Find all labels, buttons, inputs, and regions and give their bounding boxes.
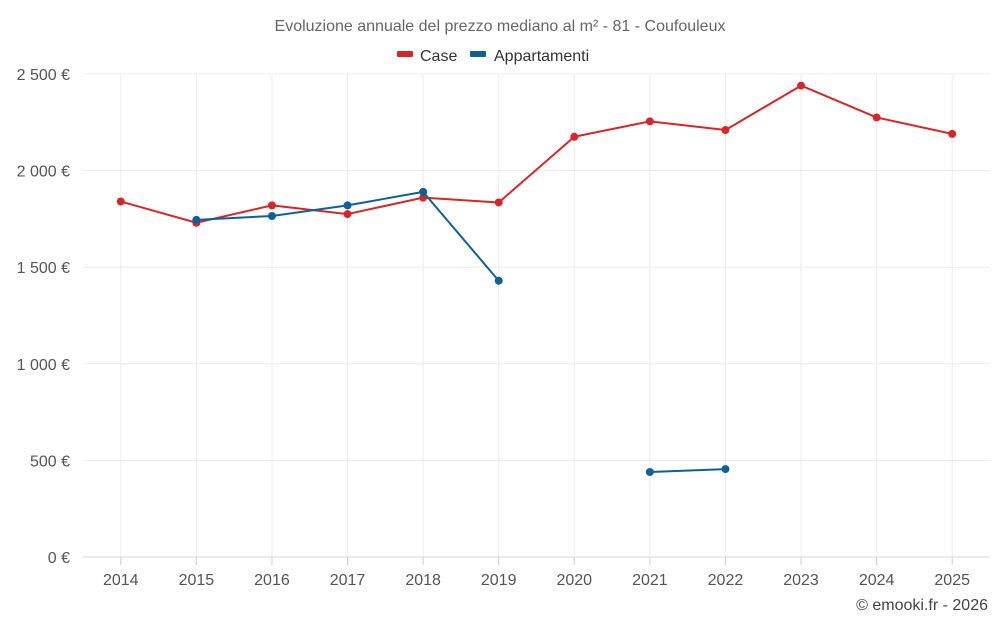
y-tick-label: 1 000 € — [17, 357, 70, 374]
data-point-case-2021[interactable] — [645, 117, 654, 126]
y-tick-label: 500 € — [30, 453, 70, 470]
x-tick-label: 2017 — [330, 572, 366, 589]
data-point-appartamenti-2017[interactable] — [343, 201, 352, 210]
x-tick-label: 2015 — [179, 572, 215, 589]
legend: Case Appartamenti — [397, 48, 589, 65]
x-tick-label: 2023 — [783, 572, 819, 589]
data-point-appartamenti-2022[interactable] — [721, 465, 730, 474]
data-point-case-2020[interactable] — [570, 132, 579, 141]
x-tick-label: 2022 — [708, 572, 744, 589]
legend-swatch-appartamenti — [470, 51, 486, 57]
series-line-appartamenti — [649, 468, 726, 473]
data-point-case-2024[interactable] — [872, 113, 881, 122]
x-tick-label: 2018 — [405, 572, 441, 589]
y-tick-label: 2 500 € — [17, 67, 70, 84]
legend-swatch-case — [397, 51, 413, 57]
y-tick-label: 2 000 € — [17, 164, 70, 181]
data-point-case-2022[interactable] — [721, 126, 730, 135]
x-tick-label: 2024 — [859, 572, 895, 589]
x-tick-label: 2019 — [481, 572, 517, 589]
data-point-appartamenti-2015[interactable] — [192, 215, 201, 224]
x-tick-label: 2016 — [254, 572, 290, 589]
chart-title: Evoluzione annuale del prezzo mediano al… — [275, 18, 726, 35]
legend-item-appartamenti[interactable]: Appartamenti — [470, 48, 589, 65]
data-point-case-2025[interactable] — [948, 129, 957, 138]
series-line-case — [120, 84, 953, 224]
x-tick-label: 2021 — [632, 572, 668, 589]
legend-item-case[interactable]: Case — [397, 48, 457, 65]
legend-label-case: Case — [420, 48, 457, 65]
y-axis: 0 € 500 € 1 000 € 1 500 € 2 000 € 2 500 € — [17, 67, 70, 567]
chart-credit: © emooki.fr - 2026 — [856, 597, 988, 614]
data-point-case-2017[interactable] — [343, 210, 352, 219]
y-tick-label: 0 € — [48, 550, 70, 567]
data-point-case-2023[interactable] — [797, 81, 806, 90]
data-point-case-2014[interactable] — [116, 197, 125, 206]
x-tick-label: 2014 — [103, 572, 139, 589]
y-tick-label: 1 500 € — [17, 260, 70, 277]
data-point-case-2016[interactable] — [267, 201, 276, 210]
grid-lines — [83, 73, 990, 558]
x-tick-label: 2020 — [556, 572, 592, 589]
series-layer — [116, 81, 957, 476]
data-point-appartamenti-2019[interactable] — [494, 276, 503, 285]
data-point-appartamenti-2021[interactable] — [645, 467, 654, 476]
legend-label-appartamenti: Appartamenti — [494, 48, 589, 65]
data-point-appartamenti-2018[interactable] — [419, 187, 428, 196]
data-point-case-2019[interactable] — [494, 198, 503, 207]
data-point-appartamenti-2016[interactable] — [267, 212, 276, 221]
x-tick-label: 2025 — [934, 572, 970, 589]
x-axis: 2014 2015 2016 2017 2018 2019 2020 2021 2022 2023… — [103, 557, 970, 589]
